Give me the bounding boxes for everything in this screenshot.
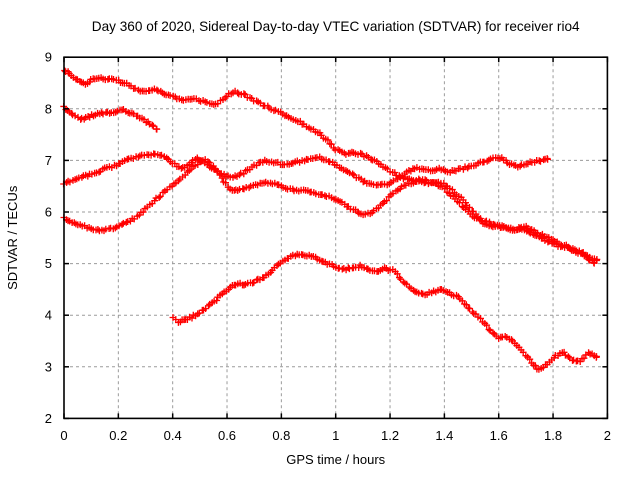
series-trace-5-bottom [169, 250, 600, 373]
x-tick-label: 1.4 [435, 428, 453, 443]
chart-title: Day 360 of 2020, Sidereal Day-to-day VTE… [92, 19, 580, 34]
x-axis-label: GPS time / hours [286, 452, 385, 467]
gridlines [64, 57, 608, 419]
series-trace-2-short-top [60, 103, 161, 133]
x-tick-label: 0.6 [218, 428, 236, 443]
y-tick-label: 2 [45, 411, 52, 426]
x-tick-label: 1.2 [381, 428, 399, 443]
series-trace-3-middle [60, 150, 552, 189]
y-tick-label: 5 [45, 256, 52, 271]
y-axis-label: SDTVAR / TECUs [5, 185, 20, 290]
x-tick-label: 0 [60, 428, 67, 443]
x-tick-label: 1.6 [490, 428, 508, 443]
x-tick-label: 0.2 [109, 428, 127, 443]
x-tick-label: 1.8 [544, 428, 562, 443]
x-tick-label: 1 [332, 428, 339, 443]
series-trace-4-rising-mid [60, 156, 601, 264]
tick-marks [63, 56, 609, 420]
x-tick-label: 2 [604, 428, 611, 443]
x-tick-label: 0.8 [272, 428, 290, 443]
y-tick-label: 4 [45, 308, 52, 323]
y-tick-label: 3 [45, 359, 52, 374]
x-tick-label: 0.4 [164, 428, 182, 443]
y-tick-label: 6 [45, 205, 52, 220]
y-tick-label: 7 [45, 153, 52, 168]
y-tick-label: 9 [45, 50, 52, 65]
y-tick-label: 8 [45, 101, 52, 116]
